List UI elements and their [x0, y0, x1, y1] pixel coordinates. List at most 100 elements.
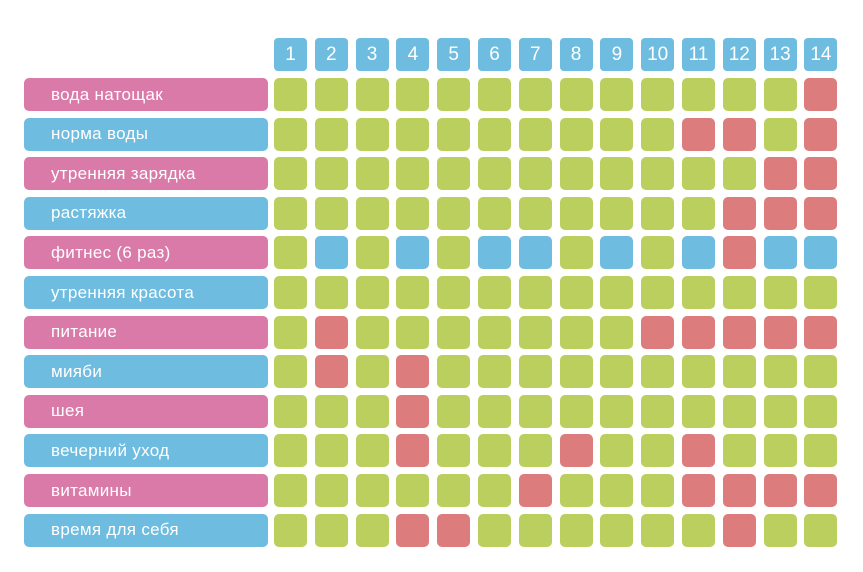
tracker-cell[interactable]: [314, 315, 348, 349]
tracker-cell[interactable]: [763, 276, 797, 309]
tracker-cell[interactable]: [600, 513, 634, 547]
tracker-cell[interactable]: [274, 315, 307, 349]
tracker-cell[interactable]: [600, 157, 634, 191]
tracker-cell[interactable]: [518, 276, 552, 309]
tracker-cell[interactable]: [804, 355, 838, 389]
tracker-cell[interactable]: [396, 196, 430, 230]
tracker-cell[interactable]: [478, 157, 511, 191]
tracker-cell[interactable]: [804, 117, 838, 151]
tracker-cell[interactable]: [478, 513, 511, 547]
tracker-cell[interactable]: [804, 474, 838, 507]
tracker-cell[interactable]: [559, 157, 593, 191]
tracker-cell[interactable]: [600, 117, 634, 151]
tracker-cell[interactable]: [763, 394, 797, 428]
tracker-cell[interactable]: [722, 117, 756, 151]
tracker-cell[interactable]: [804, 78, 838, 111]
tracker-cell[interactable]: [559, 394, 593, 428]
tracker-cell[interactable]: [804, 157, 838, 191]
tracker-cell[interactable]: [355, 474, 389, 507]
tracker-cell[interactable]: [559, 434, 593, 468]
tracker-cell[interactable]: [396, 157, 430, 191]
tracker-cell[interactable]: [274, 157, 307, 191]
tracker-cell[interactable]: [518, 513, 552, 547]
tracker-cell[interactable]: [682, 394, 715, 428]
tracker-cell[interactable]: [763, 513, 797, 547]
tracker-cell[interactable]: [437, 434, 471, 468]
tracker-cell[interactable]: [355, 117, 389, 151]
tracker-cell[interactable]: [722, 78, 756, 111]
tracker-cell[interactable]: [437, 355, 471, 389]
tracker-cell[interactable]: [518, 196, 552, 230]
tracker-cell[interactable]: [682, 236, 715, 270]
tracker-cell[interactable]: [437, 196, 471, 230]
tracker-cell[interactable]: [355, 276, 389, 309]
tracker-cell[interactable]: [559, 78, 593, 111]
tracker-cell[interactable]: [396, 276, 430, 309]
tracker-cell[interactable]: [478, 196, 511, 230]
tracker-cell[interactable]: [274, 513, 307, 547]
tracker-cell[interactable]: [314, 157, 348, 191]
tracker-cell[interactable]: [314, 394, 348, 428]
tracker-cell[interactable]: [355, 315, 389, 349]
tracker-cell[interactable]: [518, 394, 552, 428]
tracker-cell[interactable]: [314, 434, 348, 468]
tracker-cell[interactable]: [804, 196, 838, 230]
tracker-cell[interactable]: [396, 236, 430, 270]
tracker-cell[interactable]: [437, 276, 471, 309]
tracker-cell[interactable]: [804, 434, 838, 468]
tracker-cell[interactable]: [478, 394, 511, 428]
tracker-cell[interactable]: [559, 355, 593, 389]
tracker-cell[interactable]: [641, 78, 675, 111]
tracker-cell[interactable]: [804, 315, 838, 349]
tracker-cell[interactable]: [314, 276, 348, 309]
tracker-cell[interactable]: [722, 236, 756, 270]
tracker-cell[interactable]: [478, 355, 511, 389]
tracker-cell[interactable]: [722, 157, 756, 191]
tracker-cell[interactable]: [763, 474, 797, 507]
tracker-cell[interactable]: [600, 394, 634, 428]
tracker-cell[interactable]: [600, 355, 634, 389]
tracker-cell[interactable]: [559, 474, 593, 507]
tracker-cell[interactable]: [763, 196, 797, 230]
tracker-cell[interactable]: [559, 276, 593, 309]
tracker-cell[interactable]: [437, 474, 471, 507]
tracker-cell[interactable]: [722, 355, 756, 389]
tracker-cell[interactable]: [478, 276, 511, 309]
tracker-cell[interactable]: [722, 315, 756, 349]
tracker-cell[interactable]: [722, 474, 756, 507]
tracker-cell[interactable]: [559, 236, 593, 270]
tracker-cell[interactable]: [478, 117, 511, 151]
tracker-cell[interactable]: [763, 315, 797, 349]
tracker-cell[interactable]: [396, 78, 430, 111]
tracker-cell[interactable]: [437, 394, 471, 428]
tracker-cell[interactable]: [274, 355, 307, 389]
tracker-cell[interactable]: [722, 196, 756, 230]
tracker-cell[interactable]: [396, 513, 430, 547]
tracker-cell[interactable]: [682, 78, 715, 111]
tracker-cell[interactable]: [437, 315, 471, 349]
tracker-cell[interactable]: [600, 434, 634, 468]
tracker-cell[interactable]: [437, 236, 471, 270]
tracker-cell[interactable]: [641, 117, 675, 151]
tracker-cell[interactable]: [314, 196, 348, 230]
tracker-cell[interactable]: [763, 117, 797, 151]
tracker-cell[interactable]: [763, 434, 797, 468]
tracker-cell[interactable]: [641, 196, 675, 230]
tracker-cell[interactable]: [518, 157, 552, 191]
tracker-cell[interactable]: [274, 434, 307, 468]
tracker-cell[interactable]: [804, 236, 838, 270]
tracker-cell[interactable]: [314, 355, 348, 389]
tracker-cell[interactable]: [804, 276, 838, 309]
tracker-cell[interactable]: [314, 117, 348, 151]
tracker-cell[interactable]: [478, 315, 511, 349]
tracker-cell[interactable]: [274, 196, 307, 230]
tracker-cell[interactable]: [641, 394, 675, 428]
tracker-cell[interactable]: [355, 394, 389, 428]
tracker-cell[interactable]: [763, 236, 797, 270]
tracker-cell[interactable]: [559, 196, 593, 230]
tracker-cell[interactable]: [559, 315, 593, 349]
tracker-cell[interactable]: [641, 157, 675, 191]
tracker-cell[interactable]: [682, 474, 715, 507]
tracker-cell[interactable]: [722, 434, 756, 468]
tracker-cell[interactable]: [396, 117, 430, 151]
